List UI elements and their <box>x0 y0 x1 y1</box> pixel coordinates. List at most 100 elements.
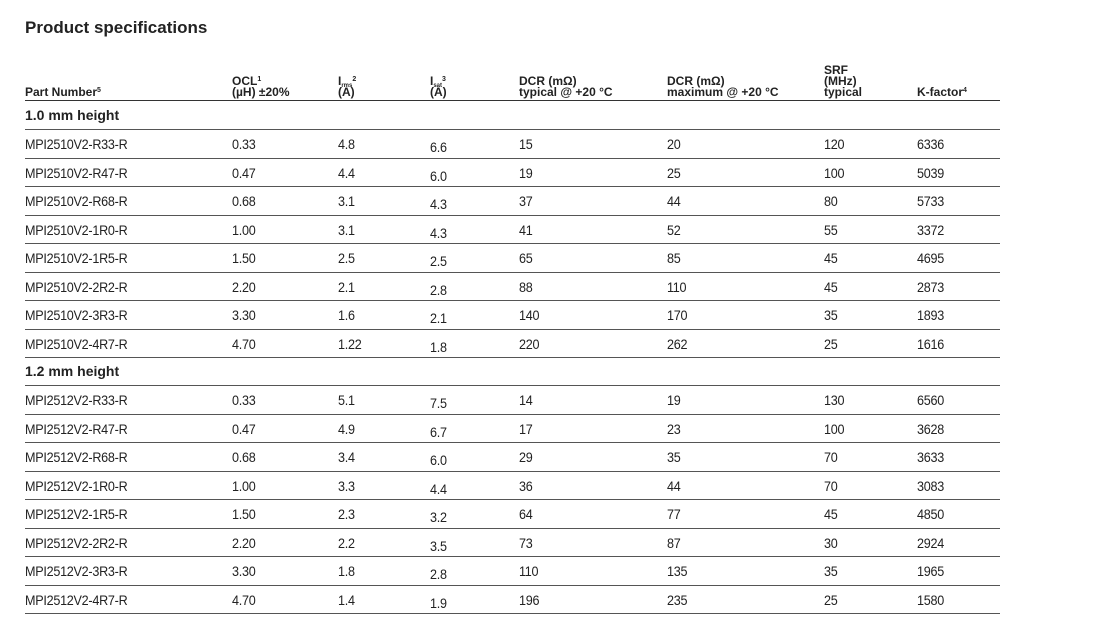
table-cell: 4.3 <box>430 224 447 241</box>
header-text: I <box>338 74 342 88</box>
table-cell: MPI2512V2-R47-R <box>25 420 128 437</box>
header-line: SRF <box>824 64 862 76</box>
table-cell: MPI2510V2-1R0-R <box>25 221 128 238</box>
table-cell: 45 <box>824 506 838 522</box>
header-line: K-factor4 <box>917 86 967 98</box>
table-cell: 45 <box>824 278 838 295</box>
table-row: MPI2510V2-R33-R 0.33 4.8 6.6 15 20 120 6336 <box>25 130 1000 159</box>
table-cell: 1.00 <box>232 221 256 238</box>
header-sup: 5 <box>97 87 101 94</box>
table-cell: 45 <box>824 250 838 266</box>
table-row: MPI2510V2-4R7-R 4.70 1.22 1.8 220 262 25 1616 <box>25 330 1000 358</box>
column-header: DCR (mΩ) typical @ +20 °C <box>519 50 613 98</box>
header-text: typical <box>824 85 863 99</box>
header-text: (µH) ±20% <box>232 85 290 99</box>
table-cell: 4850 <box>917 506 944 522</box>
table-cell: 3083 <box>917 477 944 494</box>
table-cell: 6.6 <box>430 139 447 155</box>
table-cell: MPI2512V2-1R0-R <box>25 477 128 494</box>
table-row: MPI2510V2-1R5-R 1.50 2.5 2.5 65 85 45 4695 <box>25 244 1000 273</box>
table-cell: 135 <box>667 563 688 579</box>
table-cell: 3.4 <box>338 449 355 465</box>
group-label: 1.0 mm height <box>25 107 120 123</box>
table-cell: 55 <box>824 221 838 238</box>
table-cell: 6.7 <box>430 423 447 440</box>
table-cell: 100 <box>824 164 845 181</box>
table-cell: 3628 <box>917 420 944 437</box>
table-cell: 52 <box>667 221 681 238</box>
table-cell: 1.6 <box>338 307 355 323</box>
table-cell: 1.8 <box>430 338 447 355</box>
table-row: MPI2512V2-R47-R 0.47 4.9 6.7 17 23 100 3628 <box>25 415 1000 443</box>
column-header: DCR (mΩ) maximum @ +20 °C <box>667 50 779 98</box>
table-cell: 3633 <box>917 449 944 465</box>
table-cell: 220 <box>519 335 540 352</box>
column-header: SRF (MHz) typical <box>824 50 862 98</box>
table-cell: 3372 <box>917 221 944 238</box>
table-cell: 37 <box>519 193 533 209</box>
table-cell: 2924 <box>917 534 944 551</box>
header-line: (MHz) <box>824 75 862 87</box>
table-cell: 35 <box>824 307 838 323</box>
header-text: (A) <box>430 85 447 99</box>
header-line: DCR (mΩ) <box>667 75 779 87</box>
header-line: (A) <box>338 86 356 98</box>
table-cell: 4.4 <box>430 480 447 497</box>
table-cell: 4.3 <box>430 196 447 212</box>
table-cell: 2.1 <box>338 278 355 295</box>
header-sup: 3 <box>442 76 446 83</box>
table-cell: 1.4 <box>338 591 355 608</box>
table-cell: 4.9 <box>338 420 355 437</box>
table-cell: 87 <box>667 534 681 551</box>
header-text: DCR (mΩ) <box>519 74 577 88</box>
header-sup: 4 <box>963 87 967 94</box>
table-cell: 1.50 <box>232 250 256 266</box>
table-cell: 1965 <box>917 563 944 579</box>
table-cell: MPI2512V2-1R5-R <box>25 506 128 522</box>
table-cell: 7.5 <box>430 395 447 411</box>
table-cell: 15 <box>519 136 533 152</box>
table-cell: 36 <box>519 477 533 494</box>
table-cell: 25 <box>667 164 681 181</box>
table-cell: 19 <box>667 392 681 408</box>
table-cell: 20 <box>667 136 681 152</box>
column-header: Isat3 (A) <box>430 50 447 98</box>
header-line: Irms2 <box>338 74 356 89</box>
table-cell: 2.2 <box>338 534 355 551</box>
table-cell: 41 <box>519 221 533 238</box>
table-cell: 120 <box>824 136 845 152</box>
table-cell: 262 <box>667 335 688 352</box>
table-cell: 23 <box>667 420 681 437</box>
table-cell: 3.1 <box>338 221 355 238</box>
group-row: 1.0 mm height <box>25 102 1000 130</box>
header-text: typical @ +20 °C <box>519 85 613 99</box>
table-cell: MPI2512V2-3R3-R <box>25 563 128 579</box>
column-header: K-factor4 <box>917 50 967 98</box>
table-cell: 5733 <box>917 193 944 209</box>
column-header: OCL1 (µH) ±20% <box>232 50 290 98</box>
table-cell: MPI2512V2-2R2-R <box>25 534 128 551</box>
table-cell: 2.5 <box>430 253 447 269</box>
table-cell: 3.30 <box>232 563 256 579</box>
table-cell: 110 <box>667 278 687 295</box>
table-cell: 1.22 <box>338 335 362 352</box>
table-cell: 1893 <box>917 307 944 323</box>
table-cell: 2.20 <box>232 278 256 295</box>
table-cell: 3.1 <box>338 193 355 209</box>
table-cell: 110 <box>519 563 539 579</box>
table-cell: 2.3 <box>338 506 355 522</box>
header-line: DCR (mΩ) <box>519 74 613 88</box>
header-line: Isat3 <box>430 75 447 89</box>
table-row: MPI2512V2-1R5-R 1.50 2.3 3.2 64 77 45 4850 <box>25 500 1000 529</box>
table-cell: 85 <box>667 250 681 266</box>
group-row: 1.2 mm height <box>25 358 1000 386</box>
table-cell: 4.8 <box>338 136 355 152</box>
table-cell: 65 <box>519 250 533 266</box>
table-row: MPI2512V2-2R2-R 2.20 2.2 3.5 73 87 30 2924 <box>25 529 1000 557</box>
table-cell: 196 <box>519 591 540 608</box>
table-row: MPI2512V2-3R3-R 3.30 1.8 2.8 110 135 35 1965 <box>25 557 1000 586</box>
table-cell: 6336 <box>917 136 944 152</box>
table-cell: MPI2510V2-4R7-R <box>25 335 128 352</box>
table-cell: 2.8 <box>430 566 447 582</box>
table-cell: 1616 <box>917 335 944 352</box>
